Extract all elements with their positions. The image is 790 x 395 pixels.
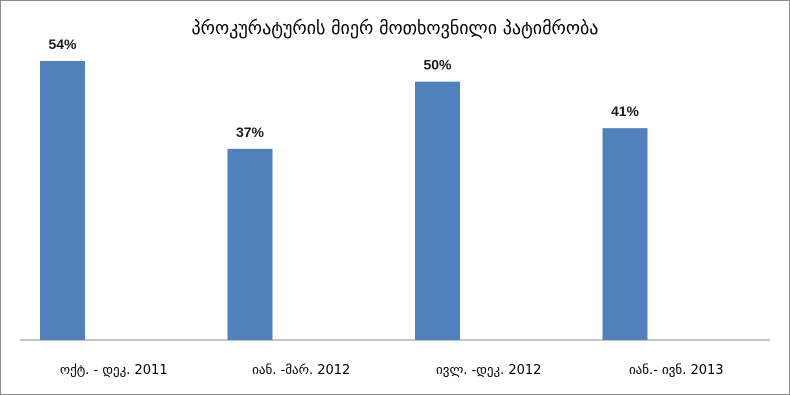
data-label-3: 50% xyxy=(423,57,452,73)
x-tick-label-3: ივლ. -დეკ. 2012 xyxy=(436,363,541,378)
bar-2 xyxy=(227,148,273,340)
chart-title: პროკურატურის მიერ მოთხოვნილი პატიმრობა xyxy=(191,18,599,39)
data-label-2: 37% xyxy=(236,124,265,140)
data-labels-group: 54% 37% 50% 41% xyxy=(48,36,639,140)
bar-3 xyxy=(415,81,460,341)
x-tick-label-2: იან. -მარ. 2012 xyxy=(252,363,350,378)
data-label-1: 54% xyxy=(48,36,77,52)
x-tick-label-1: ოქტ. - დეკ. 2011 xyxy=(60,363,168,378)
bar-4 xyxy=(602,128,648,340)
tick-labels-group: ოქტ. - დეკ. 2011 იან. -მარ. 2012 ივლ. -დეკ… xyxy=(60,363,724,378)
x-tick-label-4: იან.- ივნ. 2013 xyxy=(629,363,724,378)
bars-group xyxy=(40,61,648,341)
bar-1 xyxy=(40,61,85,340)
data-label-4: 41% xyxy=(611,103,640,119)
